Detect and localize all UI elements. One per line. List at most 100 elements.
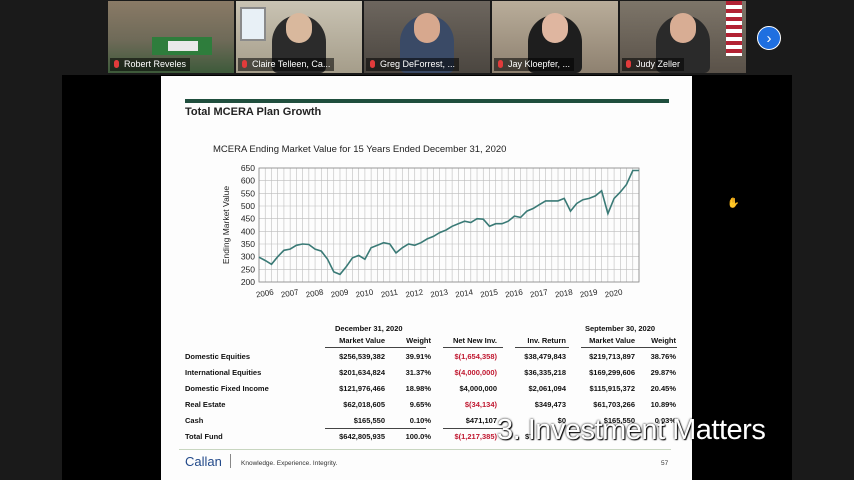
x-tick-label: 2019 bbox=[579, 287, 599, 299]
divider bbox=[325, 347, 426, 348]
x-tick-label: 2010 bbox=[355, 287, 375, 299]
cell: $(34,134) bbox=[464, 400, 497, 409]
x-tick-label: 2007 bbox=[280, 287, 300, 299]
x-tick-label: 2008 bbox=[305, 287, 325, 299]
cell: 9.65% bbox=[409, 400, 431, 409]
table-header: Market Value Weight Net New Inv. Inv. Re… bbox=[185, 336, 677, 347]
chevron-right-icon: › bbox=[766, 30, 772, 47]
mic-muted-icon bbox=[114, 60, 119, 68]
cell: 100.0% bbox=[405, 432, 431, 441]
x-tick-label: 2018 bbox=[554, 287, 574, 299]
divider bbox=[443, 347, 503, 348]
cell: $2,061,094 bbox=[528, 384, 566, 393]
y-tick-label: 600 bbox=[241, 176, 255, 186]
table-row: Domestic Fixed Income $121,976,466 18.98… bbox=[185, 384, 677, 395]
table-group-header: December 31, 2020 September 30, 2020 bbox=[185, 324, 677, 335]
footer-rule bbox=[179, 449, 671, 450]
x-tick-label: 2017 bbox=[529, 287, 549, 299]
chart-title: MCERA Ending Market Value for 15 Years E… bbox=[213, 144, 507, 155]
participant-tile-active[interactable]: Claire Telleen, Ca... bbox=[236, 1, 362, 73]
participant-tile[interactable]: Jay Kloepfer, ... bbox=[492, 1, 618, 73]
mic-muted-icon bbox=[242, 60, 247, 68]
cell: $38,479,843 bbox=[524, 352, 566, 361]
participant-name: Judy Zeller bbox=[622, 58, 685, 71]
row-label: International Equities bbox=[185, 368, 262, 377]
x-tick-label: 2020 bbox=[604, 287, 624, 299]
cell: $201,634,824 bbox=[339, 368, 385, 377]
overlay-caption: 3. Investment Matters bbox=[497, 414, 766, 446]
participant-tile[interactable]: Judy Zeller bbox=[620, 1, 746, 73]
participant-tile[interactable]: Greg DeForrest, ... bbox=[364, 1, 490, 73]
series-line bbox=[258, 169, 639, 276]
cell: 10.89% bbox=[650, 400, 676, 409]
y-tick-label: 300 bbox=[241, 252, 255, 262]
plot-frame bbox=[258, 167, 640, 283]
cell: $62,018,605 bbox=[343, 400, 385, 409]
cell: $115,915,372 bbox=[589, 384, 635, 393]
y-tick-label: 450 bbox=[241, 214, 255, 224]
cell: 18.98% bbox=[405, 384, 431, 393]
cell: 39.91% bbox=[405, 352, 431, 361]
presentation-slide: Total MCERA Plan Growth MCERA Ending Mar… bbox=[161, 76, 692, 480]
participant-name: Robert Reveles bbox=[110, 58, 191, 71]
cell: $642,805,935 bbox=[339, 432, 385, 441]
cell: $219,713,897 bbox=[589, 352, 635, 361]
hand-cursor-icon: ✋ bbox=[727, 198, 740, 209]
logo-divider bbox=[230, 454, 231, 468]
col-header: Inv. Return bbox=[527, 336, 566, 345]
mic-muted-icon bbox=[370, 60, 375, 68]
row-label: Domestic Equities bbox=[185, 352, 251, 361]
col-header: Weight bbox=[651, 336, 676, 345]
cell: 20.45% bbox=[650, 384, 676, 393]
y-tick-label: 550 bbox=[241, 188, 255, 198]
cell: $471,107 bbox=[465, 416, 497, 425]
table-row: Cash $165,550 0.10% $471,107 $0 $165,550… bbox=[185, 416, 677, 427]
cell: $0 bbox=[557, 416, 566, 425]
col-header: Net New Inv. bbox=[452, 336, 497, 345]
cell: 0.03% bbox=[654, 416, 676, 425]
cell: 0.10% bbox=[409, 416, 431, 425]
y-tick-label: 500 bbox=[241, 201, 255, 211]
col-header: Weight bbox=[406, 336, 431, 345]
participant-name: Claire Telleen, Ca... bbox=[238, 58, 335, 71]
divider bbox=[325, 428, 426, 429]
next-participants-button[interactable]: › bbox=[757, 26, 781, 50]
table-row: Real Estate $62,018,605 9.65% $(34,134) … bbox=[185, 400, 677, 411]
x-tick-label: 2011 bbox=[380, 288, 399, 300]
row-label: Total Fund bbox=[185, 432, 223, 441]
cell: $7 bbox=[525, 432, 534, 441]
participant-tile[interactable]: Robert Reveles bbox=[108, 1, 234, 73]
page-number: 57 bbox=[661, 460, 669, 467]
title-rule bbox=[185, 99, 669, 103]
row-label: Cash bbox=[185, 416, 204, 425]
cell: $4,000,000 bbox=[459, 384, 497, 393]
x-tick-label: 2009 bbox=[330, 287, 350, 299]
col-header: Market Value bbox=[589, 336, 635, 345]
cell: $349,473 bbox=[534, 400, 566, 409]
row-label: Domestic Fixed Income bbox=[185, 384, 269, 393]
cell: $121,976,466 bbox=[339, 384, 385, 393]
cell: $(1,654,358) bbox=[454, 352, 497, 361]
y-axis-label: Ending Market Value bbox=[221, 186, 231, 265]
mic-muted-icon bbox=[626, 60, 631, 68]
x-tick-label: 2015 bbox=[480, 287, 500, 299]
divider bbox=[443, 428, 503, 429]
cell: $36,335,218 bbox=[524, 368, 566, 377]
cell: 31.37% bbox=[405, 368, 431, 377]
tagline: Knowledge. Experience. Integrity. bbox=[241, 460, 338, 467]
table-row-total: Total Fund $642,805,935 100.0% $(1,217,3… bbox=[185, 432, 677, 443]
cell: $(1,217,385) bbox=[454, 432, 497, 441]
x-tick-label: 2014 bbox=[455, 287, 475, 299]
cell: 38.76% bbox=[650, 352, 676, 361]
line-chart: 200 250 300 350 400 450 500 550 600 650 2006 2007 20… bbox=[221, 163, 640, 300]
x-tick-label: 2013 bbox=[430, 287, 450, 299]
group-sep-label: September 30, 2020 bbox=[585, 324, 656, 333]
cell: $(4,000,000) bbox=[454, 368, 497, 377]
x-tick-label: 2012 bbox=[405, 287, 425, 299]
y-tick-label: 650 bbox=[241, 163, 255, 173]
group-dec-label: December 31, 2020 bbox=[335, 324, 403, 333]
y-tick-label: 350 bbox=[241, 239, 255, 249]
callan-logo: Callan bbox=[185, 454, 222, 469]
cell: $165,550 bbox=[603, 416, 635, 425]
x-tick-label: 2016 bbox=[504, 287, 524, 299]
